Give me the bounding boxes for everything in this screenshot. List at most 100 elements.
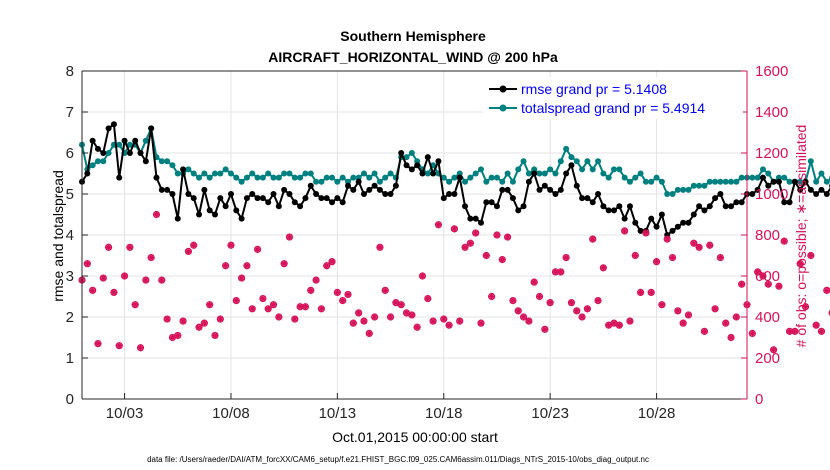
y-right-tick-label: 1000 (755, 186, 788, 203)
y-right-tick-label: 600 (755, 268, 780, 285)
totalspread-point (680, 186, 687, 193)
rmse-point (297, 203, 304, 210)
obs-count-point (562, 253, 570, 262)
totalspread-point (807, 158, 814, 165)
obs-assimilated-marker (462, 244, 468, 251)
rmse-point (600, 203, 607, 210)
obs-assimilated-marker (260, 295, 266, 302)
axes: 0 1 2 3 4 5 6 7 8 0 200 400 600 800 1000 1200 1400 1600 10… (66, 63, 789, 422)
rmse-point (398, 150, 405, 156)
obs-assimilated-marker (228, 242, 234, 249)
totalspread-point (376, 178, 383, 185)
obs-count-point (541, 325, 549, 333)
obs-assimilated-marker (281, 260, 288, 267)
totalspread-point (451, 174, 458, 181)
obs-assimilated-marker (84, 260, 91, 267)
x-tick-label: 10/03 (106, 405, 144, 422)
totalspread-point (552, 170, 559, 177)
obs-count-point (110, 288, 118, 296)
obs-count-point (621, 227, 629, 235)
obs-count-point (716, 253, 725, 262)
obs-count-point (158, 276, 166, 284)
obs-count-point (652, 258, 661, 266)
obs-assimilated-marker (781, 238, 788, 245)
obs-assimilated-marker (345, 291, 351, 298)
obs-count-point (722, 319, 730, 327)
obs-assimilated-marker (696, 244, 702, 251)
totalspread-point (243, 174, 250, 181)
obs-assimilated-marker (515, 307, 522, 314)
obs-count-point (807, 251, 815, 260)
rmse-point (738, 199, 745, 206)
series-layer (78, 121, 830, 354)
rmse-point (382, 191, 389, 197)
rmse-point (313, 191, 320, 197)
totalspread-point (355, 174, 362, 181)
obs-count-point (206, 301, 214, 309)
obs-count-point (674, 307, 682, 315)
totalspread-point (403, 154, 410, 161)
obs-assimilated-marker (164, 316, 170, 322)
rmse-point (456, 174, 463, 181)
rmse-point (488, 199, 495, 206)
rmse-point (728, 203, 735, 210)
obs-assimilated-marker (653, 258, 660, 265)
totalspread-point (345, 178, 351, 185)
totalspread-point (105, 150, 112, 156)
obs-assimilated-marker (307, 287, 314, 294)
obs-assimilated-marker (797, 260, 804, 267)
obs-count-point (472, 229, 480, 237)
obs-count-point (371, 313, 379, 321)
obs-count-point (493, 231, 501, 239)
rmse-point (552, 191, 559, 197)
obs-assimilated-marker (616, 322, 623, 329)
rmse-point (589, 199, 596, 206)
totalspread-point (424, 170, 431, 177)
obs-count-point (477, 319, 485, 327)
obs-count-point (253, 245, 262, 253)
obs-assimilated-marker (233, 297, 240, 304)
rmse-point (318, 195, 325, 202)
legend-spread-label: totalspread grand pr = 5.4914 (521, 100, 705, 116)
totalspread-point (174, 170, 181, 177)
rmse-point (424, 154, 431, 161)
totalspread-point (685, 186, 692, 193)
obs-count-point (594, 297, 602, 305)
totalspread-point (275, 174, 282, 181)
totalspread-point (233, 174, 240, 181)
y-right-tick-label: 1400 (755, 104, 788, 121)
totalspread-point (754, 174, 761, 181)
rmse-point (478, 219, 484, 226)
rmse-point (414, 162, 421, 169)
obs-assimilated-marker (121, 273, 128, 279)
totalspread-point (669, 191, 676, 197)
obs-assimilated-marker (254, 246, 261, 253)
totalspread-point (313, 178, 320, 185)
rmse-point (142, 158, 149, 165)
obs-assimilated-marker (201, 320, 208, 327)
obs-count-point (307, 286, 315, 294)
obs-assimilated-marker (701, 328, 708, 335)
rmse-point (712, 195, 719, 202)
rmse-point (435, 158, 442, 165)
totalspread-point (589, 166, 596, 173)
obs-assimilated-marker (196, 324, 202, 331)
obs-assimilated-marker (531, 279, 538, 286)
totalspread-point (563, 145, 570, 152)
obs-count-point (631, 251, 639, 260)
obs-assimilated-marker (722, 320, 729, 327)
rmse-point (286, 191, 293, 197)
obs-count-point (184, 247, 192, 255)
obs-assimilated-marker (270, 301, 277, 308)
obs-count-point (812, 321, 820, 329)
obs-count-point (360, 317, 368, 325)
totalspread-point (339, 174, 346, 181)
obs-assimilated-marker (116, 342, 123, 349)
obs-count-point (323, 262, 331, 270)
rmse-point (754, 186, 761, 193)
obs-assimilated-marker (100, 275, 107, 281)
obs-assimilated-marker (153, 211, 160, 218)
obs-assimilated-marker (637, 289, 644, 296)
obs-assimilated-marker (510, 297, 516, 304)
totalspread-point (722, 178, 729, 185)
